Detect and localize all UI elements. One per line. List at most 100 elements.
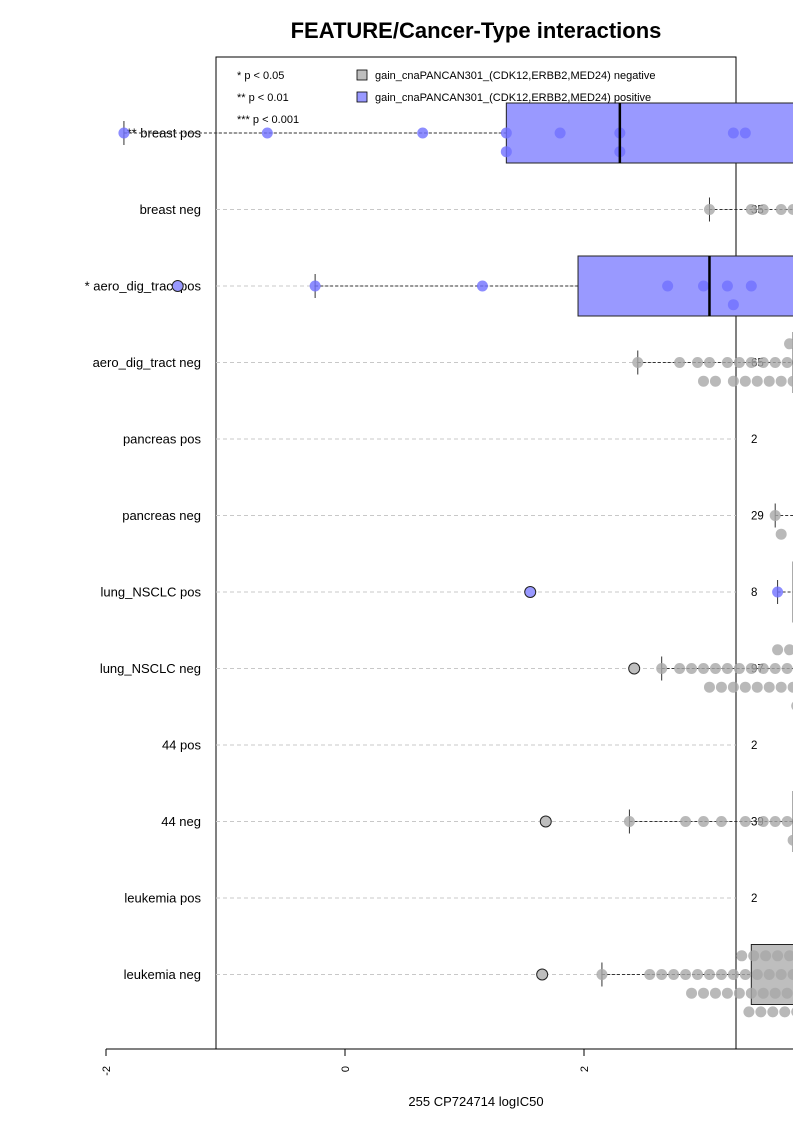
- legend-swatch-negative: [356, 69, 368, 81]
- data-point: [476, 280, 488, 292]
- data-point: [779, 1006, 791, 1018]
- data-point: [775, 375, 787, 387]
- data-point: [757, 816, 769, 827]
- data-point: [751, 375, 763, 387]
- data-point: [698, 816, 709, 827]
- group-0: ** breast pos14: [118, 102, 793, 164]
- data-point: [757, 663, 769, 674]
- x-tick-label: 2: [579, 1066, 591, 1072]
- data-point: [596, 969, 608, 980]
- data-point: [787, 375, 793, 387]
- row-label: leukemia neg: [124, 967, 201, 982]
- data-point: [656, 969, 668, 980]
- data-point: [715, 681, 727, 693]
- data-point: [500, 146, 512, 158]
- data-point: [733, 357, 745, 368]
- note-p01: ** p < 0.01: [237, 92, 289, 104]
- data-point: [727, 299, 739, 311]
- row-label: * aero_dig_tract pos: [85, 279, 202, 294]
- row-guides: [216, 132, 736, 975]
- data-point: [709, 663, 721, 674]
- legend-label-negative: gain_cnaPANCAN301_(CDK12,ERBB2,MED24) ne…: [375, 70, 655, 82]
- data-point: [727, 375, 739, 387]
- data-point: [721, 357, 733, 368]
- data-point: [721, 663, 733, 674]
- row-label: lung_NSCLC neg: [100, 661, 201, 676]
- data-point: [745, 204, 757, 215]
- data-point: [757, 357, 769, 368]
- data-point: [757, 987, 769, 999]
- data-point: [692, 357, 704, 368]
- data-point: [787, 204, 793, 215]
- data-point: [745, 663, 757, 674]
- data-point: [118, 127, 130, 139]
- row-label: leukemia pos: [124, 891, 201, 906]
- data-point: [739, 681, 751, 693]
- data-point: [309, 280, 321, 292]
- data-point: [784, 644, 793, 656]
- row-label: 44 neg: [161, 814, 201, 829]
- outlier-point: [536, 968, 549, 981]
- sample-count: 29: [751, 511, 764, 523]
- row-label: 44 pos: [162, 738, 202, 753]
- group-9: 44 neg 39: [161, 791, 793, 852]
- data-point: [680, 816, 692, 827]
- row-label: pancreas pos: [123, 432, 202, 447]
- data-point: [769, 816, 781, 827]
- data-point: [784, 950, 793, 962]
- data-point: [751, 681, 763, 693]
- note-p05: * p < 0.05: [237, 70, 284, 82]
- group-6: lung_NSCLC pos 8: [101, 561, 793, 623]
- group-8: 44 pos 2: [162, 738, 757, 753]
- group-10: leukemia pos 2: [124, 891, 757, 906]
- data-point: [763, 375, 775, 387]
- legend-swatch-positive: [356, 91, 368, 103]
- note-p001: *** p < 0.001: [237, 114, 299, 126]
- x-axis: -20246: [101, 1048, 793, 1076]
- data-point: [644, 969, 656, 980]
- data-point: [698, 663, 709, 674]
- data-point: [656, 663, 668, 674]
- data-point: [417, 127, 429, 139]
- data-point: [703, 681, 715, 693]
- data-point: [781, 663, 793, 674]
- x-tick-label: -2: [101, 1066, 113, 1076]
- data-point: [623, 816, 635, 827]
- data-point: [733, 663, 745, 674]
- data-point: [739, 127, 751, 139]
- data-point: [668, 969, 680, 980]
- data-point: [767, 1006, 779, 1018]
- data-point: [763, 969, 775, 980]
- data-point: [703, 357, 715, 368]
- iqr-box: [577, 255, 793, 317]
- legend-label-positive: gain_cnaPANCAN301_(CDK12,ERBB2,MED24) po…: [375, 92, 651, 104]
- sample-count: 2: [751, 893, 757, 905]
- data-point: [703, 969, 715, 980]
- row-label: breast neg: [140, 202, 201, 217]
- sample-count: 8: [751, 587, 757, 599]
- row-label: pancreas neg: [122, 508, 201, 523]
- x-axis-label: 255 CP724714 logIC50: [408, 1094, 543, 1109]
- data-point: [743, 1006, 755, 1018]
- data-point: [632, 357, 644, 368]
- group-11: leukemia neg71: [124, 944, 793, 1018]
- data-point: [715, 969, 727, 980]
- outlier-point: [171, 280, 184, 292]
- data-point: [772, 950, 784, 962]
- data-point: [751, 969, 763, 980]
- data-point: [775, 681, 787, 693]
- plot-frame: [215, 56, 737, 1050]
- data-point: [755, 1006, 767, 1018]
- data-point: [692, 969, 704, 980]
- data-point: [748, 950, 760, 962]
- chart-title: FEATURE/Cancer-Type interactions: [291, 18, 662, 43]
- data-point: [662, 280, 674, 292]
- data-point: [674, 357, 686, 368]
- data-point: [698, 987, 709, 999]
- data-point: [745, 987, 757, 999]
- sample-count: 2: [751, 434, 757, 446]
- data-point: [739, 816, 751, 827]
- group-4: pancreas pos 2: [123, 432, 757, 447]
